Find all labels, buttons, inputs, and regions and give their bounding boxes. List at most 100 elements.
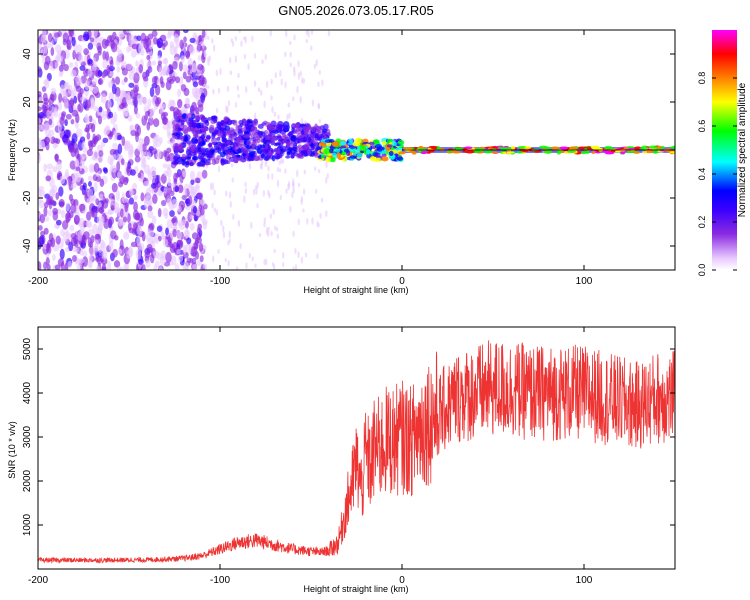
spectrogram-cell: [168, 99, 175, 106]
spectrogram-cell: [225, 190, 228, 197]
spectrogram-cell: [102, 59, 108, 69]
spectrogram-cell: [313, 125, 320, 129]
spectrogram-cell: [300, 256, 304, 264]
spectrogram-cell: [172, 132, 179, 136]
spectrogram-cell: [202, 220, 208, 230]
spectrogram-cell: [109, 59, 114, 68]
spectrogram-cell: [173, 33, 180, 44]
spectrogram-cell: [359, 145, 367, 151]
spectrogram-cell: [162, 66, 167, 76]
spectrogram-cell: [292, 266, 295, 270]
spectrogram-cell: [57, 258, 65, 267]
spectrogram-cell: [151, 76, 158, 85]
spectrogram-cell: [97, 78, 102, 85]
spectrogram-cell: [240, 144, 245, 148]
spectrogram-cell: [167, 120, 172, 130]
spectrogram-cell: [289, 40, 292, 46]
spectrogram-cell: [127, 222, 132, 231]
spectrogram-cell: [92, 208, 98, 219]
spectrogram-cell: [211, 38, 214, 44]
spectrogram-cell: [264, 258, 268, 266]
spectrogram-cell: [270, 95, 273, 101]
spectrogram-cell: [181, 153, 187, 160]
spectrogram-y-tick-label: -40: [22, 238, 33, 253]
spectrogram-cell: [171, 75, 177, 82]
spectrogram-cell: [176, 161, 182, 165]
spectrogram-cell: [61, 111, 67, 117]
spectrogram-cell: [580, 150, 587, 155]
spectrogram-cell: [205, 134, 211, 140]
spectrogram-cell: [99, 178, 105, 188]
spectrogram-cell: [510, 146, 516, 150]
spectrogram-cell: [300, 195, 304, 202]
spectrogram-cell: [260, 89, 263, 96]
spectrogram-cell: [231, 177, 234, 183]
spectrogram-cell: [185, 50, 191, 60]
spectrogram-cell: [289, 131, 294, 135]
spectrogram-cell: [396, 156, 404, 161]
spectrogram-cell: [191, 71, 196, 78]
spectrogram-cell: [292, 230, 295, 238]
spectrogram-cell: [239, 122, 244, 128]
spectrogram-cell: [190, 178, 195, 186]
spectrogram-cell: [143, 181, 150, 187]
spectrogram-cell: [623, 146, 629, 150]
spectrogram-cell: [117, 248, 123, 255]
spectrogram-cell: [250, 221, 253, 230]
spectrogram-cell: [62, 90, 68, 100]
spectrogram-cell: [124, 201, 129, 213]
spectrogram-cell: [270, 149, 276, 153]
spectrogram-cell: [149, 107, 156, 114]
spectrogram-cell: [214, 129, 220, 134]
spectrogram-cell: [197, 55, 203, 61]
spectrogram-cell: [59, 248, 65, 260]
spectrogram-cell: [143, 96, 148, 106]
spectrogram-cell: [57, 100, 63, 111]
spectrogram-cell: [69, 97, 75, 109]
spectrogram-cell: [38, 66, 42, 73]
spectrogram-cell: [181, 194, 187, 201]
spectrogram-cell: [276, 135, 282, 139]
spectrogram-cell: [38, 106, 42, 112]
spectrogram-cell: [256, 202, 259, 209]
spectrogram-cell: [108, 111, 114, 119]
spectrogram-cell: [108, 216, 115, 226]
spectrogram-cell: [157, 235, 162, 242]
snr-y-tick-label: 2000: [22, 469, 33, 492]
spectrogram-cell: [374, 152, 381, 158]
spectrogram-cell: [99, 215, 105, 226]
spectrogram-cell: [117, 170, 123, 178]
spectrogram-cell: [115, 190, 121, 202]
spectrogram-cell: [101, 38, 108, 50]
spectrogram-cell: [172, 228, 177, 238]
spectrogram-cell: [38, 111, 45, 119]
spectrogram-cell: [305, 38, 309, 44]
spectrogram-cell: [586, 146, 592, 150]
spectrogram-cell: [82, 256, 89, 267]
spectrogram-cell: [89, 37, 95, 43]
spectrogram-cell: [84, 127, 90, 133]
spectrogram-cell: [325, 176, 328, 184]
spectrogram-cell: [50, 237, 56, 248]
spectrogram-cell: [133, 72, 140, 84]
spectrogram-cell: [455, 147, 464, 151]
spectrogram-cell: [73, 214, 80, 225]
spectrogram-cell: [148, 230, 155, 238]
spectrogram-cell: [56, 161, 62, 172]
spectrogram-cell: [386, 144, 393, 148]
spectrogram-cell: [248, 252, 252, 259]
spectrogram-cell: [191, 101, 197, 112]
spectrogram-cell: [43, 43, 48, 54]
spectrogram-cell: [140, 217, 144, 227]
colorbar-label: Normalized spectral amplitude: [737, 82, 748, 217]
spectrogram-cell: [219, 67, 222, 76]
spectrogram-cell: [251, 256, 254, 262]
spectrogram-cell: [293, 34, 296, 41]
spectrogram-cell: [38, 118, 42, 124]
spectrogram-cell: [272, 263, 276, 270]
spectrogram-cell: [160, 173, 167, 184]
spectrogram-cell: [39, 213, 45, 224]
spectrogram-cell: [163, 261, 171, 267]
spectrogram-cell: [147, 200, 152, 207]
spectrogram-cell: [354, 137, 362, 144]
